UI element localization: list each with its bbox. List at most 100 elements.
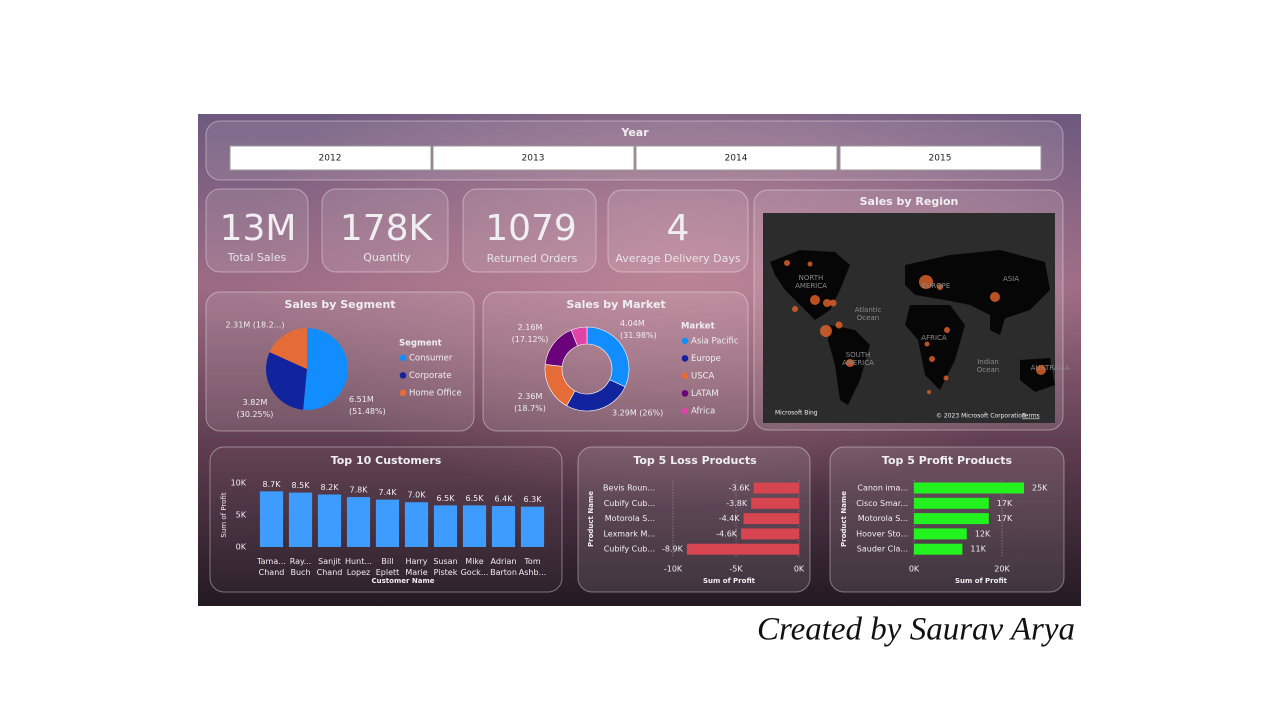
- slicer-option[interactable]: 2014: [725, 154, 748, 164]
- text-line: Ocean: [977, 366, 999, 374]
- map-label: ASIA: [1003, 275, 1019, 283]
- kpi-card: [205, 188, 309, 273]
- bubble[interactable]: [835, 321, 843, 329]
- x-axis-label: Customer Name: [372, 577, 435, 585]
- data-label: 2.36M (18.7%): [514, 392, 546, 413]
- chart-title: Top 5 Profit Products: [882, 454, 1013, 467]
- slicer-option[interactable]: 2012: [319, 154, 342, 164]
- bubble[interactable]: [784, 260, 790, 266]
- legend-label: Corporate: [409, 371, 452, 381]
- legend-label: Europe: [691, 354, 721, 364]
- kpi-value: 1079: [485, 208, 577, 249]
- text-line: (31.98%): [620, 331, 657, 340]
- y-tick-label: 10K: [231, 479, 247, 488]
- bubble[interactable]: [820, 325, 832, 337]
- slicer-option[interactable]: 2015: [929, 154, 952, 164]
- bubble[interactable]: [927, 390, 931, 394]
- bubble[interactable]: [792, 306, 798, 312]
- data-label: 25K: [1032, 484, 1048, 493]
- text-line: 3.82M: [243, 398, 268, 407]
- bubble[interactable]: [937, 284, 943, 290]
- text-line: Harry: [405, 557, 427, 566]
- text-line: 2.16M: [518, 323, 543, 332]
- text-line: NORTH: [799, 274, 824, 282]
- legend-title: Segment: [399, 339, 442, 349]
- kpi-value: 178K: [340, 208, 434, 249]
- map-copyright: © 2023 Microsoft Corporation: [936, 413, 1026, 420]
- bar: [375, 499, 400, 547]
- map-terms[interactable]: Terms: [1021, 413, 1040, 420]
- bubble[interactable]: [807, 261, 813, 267]
- slicer-button[interactable]: [229, 145, 432, 171]
- data-label: 7.8K: [350, 486, 369, 495]
- slicer-option[interactable]: 2013: [522, 154, 545, 164]
- bar: [686, 543, 799, 555]
- legend-label: LATAM: [691, 389, 719, 399]
- kpi-label: Total Sales: [227, 251, 287, 264]
- bar: [346, 497, 371, 547]
- slicer-button[interactable]: [635, 145, 838, 171]
- data-label: 7.4K: [379, 488, 398, 497]
- land: [1020, 358, 1055, 392]
- y-tick-label: Sauder Cla...: [857, 545, 908, 554]
- data-label: 6.4K: [495, 495, 514, 504]
- caption: Created by Saurav Arya: [757, 612, 1075, 648]
- slicer-button[interactable]: [839, 145, 1042, 171]
- data-label: 2.31M (18.2...): [226, 321, 285, 330]
- map-label: Atlantic Ocean: [855, 306, 882, 322]
- bar: [520, 506, 545, 547]
- bubble[interactable]: [929, 356, 935, 362]
- text-line: Gock...: [461, 568, 489, 577]
- bubble[interactable]: [944, 327, 950, 333]
- legend-marker: [681, 372, 689, 380]
- bubble[interactable]: [943, 375, 949, 381]
- x-tick-label: Ray... Buch: [290, 557, 312, 577]
- bar: [743, 513, 799, 525]
- legend-label: Asia Pacific: [691, 336, 739, 346]
- text-line: Lopez: [347, 568, 370, 577]
- map-label: EUROPE: [922, 282, 951, 290]
- text-line: 2.36M: [518, 392, 543, 401]
- y-axis-label: Sum of Profit: [220, 492, 228, 537]
- bubble[interactable]: [990, 292, 1000, 302]
- bubble[interactable]: [919, 275, 933, 289]
- data-label: -8.9K: [662, 545, 684, 554]
- data-label: 7.0K: [408, 491, 427, 500]
- text-line: 4.04M: [620, 319, 645, 328]
- bar: [914, 528, 967, 540]
- text-line: Susan: [433, 557, 457, 566]
- text-line: Indian: [977, 358, 999, 366]
- bubble[interactable]: [1036, 365, 1046, 375]
- y-tick-label: Lexmark M...: [603, 529, 655, 538]
- kpi-value: 4: [667, 208, 690, 249]
- bar: [317, 494, 342, 547]
- text-line: SOUTH: [846, 351, 871, 359]
- bar: [914, 497, 989, 509]
- chart-card: [577, 446, 811, 593]
- x-axis-label: Sum of Profit: [955, 577, 1008, 585]
- bar: [914, 513, 989, 525]
- map-label: AFRICA: [921, 334, 947, 342]
- kpi-label: Average Delivery Days: [615, 252, 741, 265]
- bar: [753, 482, 799, 494]
- bubble[interactable]: [810, 295, 820, 305]
- bubble[interactable]: [823, 299, 831, 307]
- bubble[interactable]: [829, 299, 837, 307]
- bubble[interactable]: [846, 359, 854, 367]
- bar: [462, 505, 487, 547]
- text-line: AMERICA: [795, 282, 827, 290]
- bar: [914, 482, 1024, 494]
- text-line: Eplett: [376, 568, 400, 577]
- data-label: -3.6K: [729, 484, 751, 493]
- text-line: Ocean: [857, 314, 879, 322]
- data-label: 6.5K: [437, 494, 456, 503]
- text-line: Chand: [317, 568, 343, 577]
- text-line: Pistek: [434, 568, 458, 577]
- legend-marker: [681, 337, 689, 345]
- bubble[interactable]: [924, 341, 930, 347]
- x-tick-label: Tama... Chand: [256, 557, 286, 577]
- legend-label: Africa: [691, 406, 715, 416]
- slicer-button[interactable]: [432, 145, 635, 171]
- slice: [303, 328, 349, 410]
